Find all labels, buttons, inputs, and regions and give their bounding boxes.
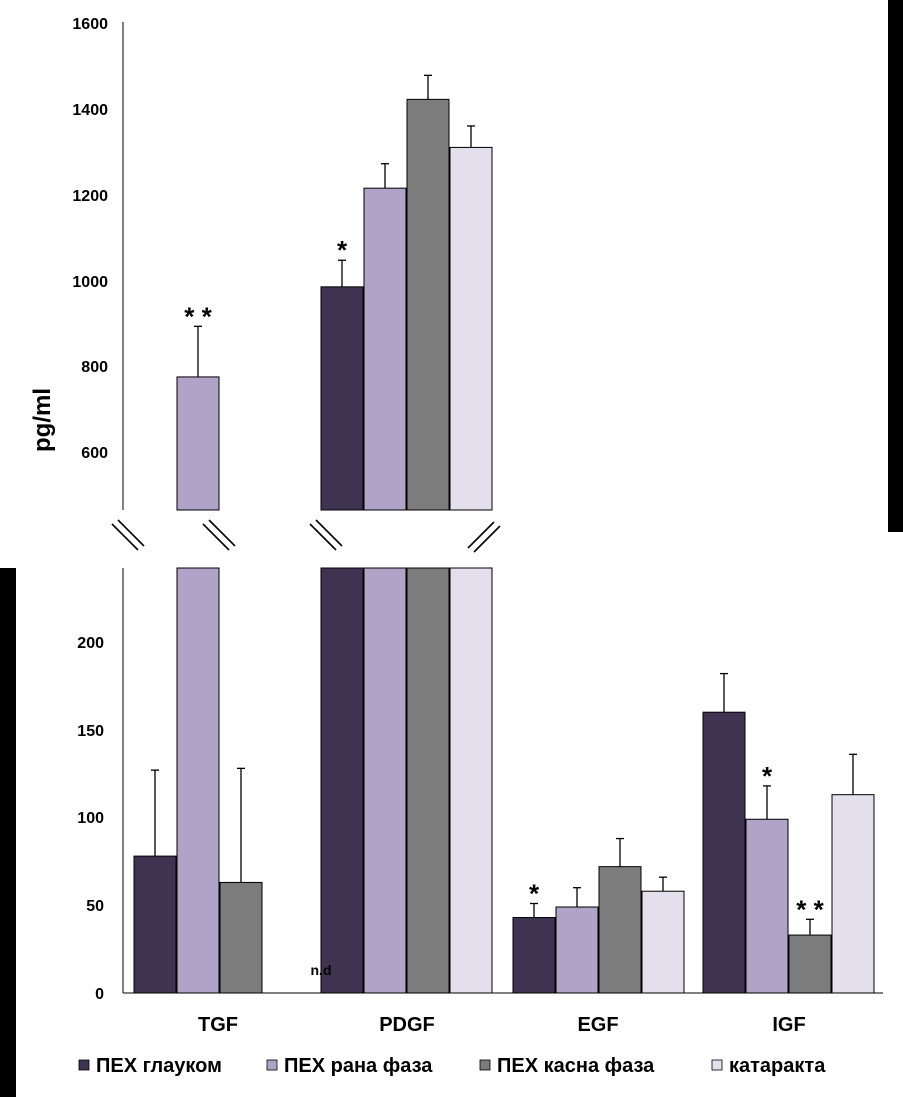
legend-label: ПЕХ касна фаза [497, 1055, 655, 1077]
bar-pdgf-series-4-lower [449, 567, 493, 994]
break-mark [467, 521, 495, 549]
bars [133, 98, 875, 994]
error-bar [151, 769, 159, 857]
error-bar [573, 887, 581, 908]
legend-swatch [479, 1059, 491, 1071]
bar-igf-series-3 [788, 934, 832, 994]
significance-marker: * [337, 235, 348, 265]
error-bar [338, 259, 346, 287]
error-bar [763, 785, 771, 820]
axis-break-marks [111, 519, 501, 553]
legend-label: катаракта [729, 1055, 826, 1077]
significance-marker: * * [184, 301, 212, 331]
bar-pdgf-series-1-upper [320, 286, 364, 511]
annotations: * * * * * * * n.d [184, 235, 824, 978]
significance-marker: * [762, 761, 773, 791]
category-label-egf: EGF [577, 1014, 618, 1036]
error-bar [849, 753, 857, 795]
tick-label: 200 [77, 635, 104, 652]
bar-tgf-series-2-upper [176, 376, 220, 511]
bar-pdgf-series-1-lower [320, 567, 364, 994]
upper-tick-labels: 1600 1400 1200 1000 800 600 [72, 16, 108, 462]
bar-egf-series-1 [512, 917, 556, 994]
error-bar [530, 902, 538, 918]
tick-label: 800 [81, 359, 108, 376]
break-mark [208, 519, 236, 547]
error-bars [151, 74, 857, 936]
bar-pdgf-series-3-upper [406, 98, 450, 511]
bar-egf-series-3 [598, 866, 642, 994]
tick-label: 150 [77, 723, 104, 740]
error-bar [806, 918, 814, 936]
tick-label: 1400 [72, 102, 108, 119]
tick-label: 1200 [72, 188, 108, 205]
significance-marker: * * [796, 894, 824, 924]
significance-marker: * [529, 878, 540, 908]
error-bar [616, 837, 624, 867]
error-bar [194, 325, 202, 377]
bar-egf-series-2 [555, 906, 599, 994]
bar-tgf-series-3 [219, 881, 263, 994]
bar-tgf-series-1 [133, 855, 177, 994]
error-bar [659, 876, 667, 892]
tick-label: 1600 [72, 16, 108, 33]
bar-igf-series-4 [831, 794, 875, 994]
break-mark [309, 523, 337, 551]
error-bar [424, 74, 432, 100]
legend-label: ПЕХ рана фаза [284, 1055, 433, 1077]
legend-label: ПЕХ глауком [96, 1055, 222, 1077]
category-labels: TGF PDGF EGF IGF [198, 1014, 806, 1036]
bar-igf-series-2 [745, 818, 789, 994]
bar-tgf-series-2-lower [176, 567, 220, 994]
break-mark [473, 525, 501, 553]
bar-pdgf-series-2-upper [363, 187, 407, 511]
bar-pdgf-series-3-lower [406, 567, 450, 994]
break-mark [315, 519, 343, 547]
error-bar [381, 163, 389, 189]
lower-tick-labels: 200 150 100 50 0 [77, 635, 104, 1003]
error-bar [720, 672, 728, 713]
error-bar [467, 125, 475, 148]
tick-label: 0 [95, 986, 104, 1003]
break-mark [111, 523, 139, 551]
legend-swatch [78, 1059, 90, 1071]
y-axis-label: pg/ml [29, 388, 56, 452]
tick-label: 1000 [72, 274, 108, 291]
annotation-nd: n.d [311, 962, 332, 978]
bar-egf-series-4 [641, 890, 685, 994]
break-mark [202, 523, 230, 551]
legend-swatch [266, 1059, 278, 1071]
category-label-tgf: TGF [198, 1014, 238, 1036]
tick-label: 50 [86, 898, 104, 915]
category-label-pdgf: PDGF [379, 1014, 435, 1036]
legend-swatch [711, 1059, 723, 1071]
bar-pdgf-series-2-lower [363, 567, 407, 994]
category-label-igf: IGF [772, 1014, 805, 1036]
bar-pdgf-series-4-upper [449, 146, 493, 511]
tick-label: 600 [81, 445, 108, 462]
error-bar [237, 767, 245, 883]
break-mark [117, 519, 145, 547]
tick-label: 100 [77, 810, 104, 827]
bar-igf-series-1 [702, 711, 746, 994]
legend: ПЕХ глауком ПЕХ рана фаза ПЕХ касна фаза… [78, 1055, 826, 1077]
